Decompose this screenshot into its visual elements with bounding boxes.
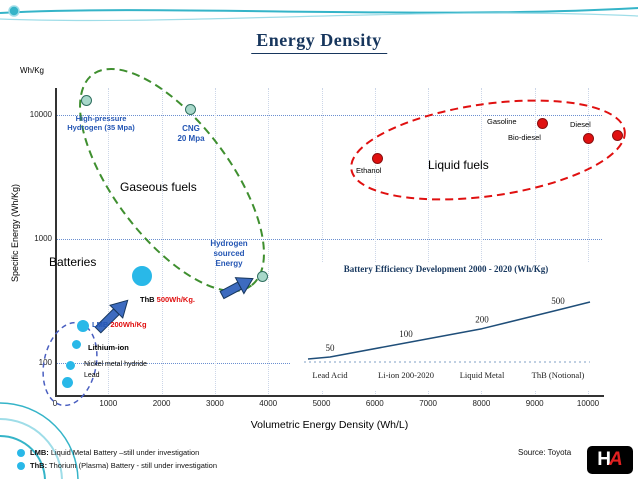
point-lithium-ion [71, 340, 81, 350]
label-thb: ThB 500Wh/Kg. [140, 295, 195, 304]
legend-dot-thb [17, 462, 25, 470]
x-tick-label: 6000 [365, 399, 384, 408]
label-lead: Lead [84, 372, 100, 379]
x-tick-label: 10000 [576, 399, 600, 408]
h-gridline [56, 115, 602, 116]
v-gridline [588, 88, 589, 396]
legend-lmb-desc: Liquid Metal Battery –still under invest… [48, 448, 200, 457]
point-bio-diesel [582, 132, 594, 144]
label-lmb: LMB 200Wh/Kg [92, 320, 147, 329]
top-wave-decoration [0, 5, 638, 22]
label-liquid-fuels: Liquid fuels [428, 158, 489, 172]
legend-thb: ThB: Thorium (Plasma) Battery - still un… [30, 461, 217, 470]
label-cng: CNG 20 Mpa [177, 124, 205, 143]
inset-category-label: Lead Acid [312, 370, 348, 380]
point-nickel-metal-hydride [65, 361, 75, 371]
label-gasoline: Gasoline [487, 117, 517, 126]
inset-line-chart: 50 100 200 500 Lead Acid Li-ion 200-2020 Liqui… [304, 296, 591, 380]
legend-thb-term: ThB: [30, 461, 48, 470]
lmb-value: 200Wh/Kg [110, 320, 147, 329]
x-axis-line [55, 395, 604, 397]
point-ethanol [371, 152, 383, 164]
inset-category-label: Liquid Metal [460, 370, 505, 380]
v-gridline [268, 88, 270, 396]
point-high-pressure-hydrogen-35-mpa [81, 95, 93, 107]
point-thb-500wh-kg [131, 266, 152, 287]
legend-dot-lmb [17, 449, 25, 457]
y-axis-title: Specific Energy (Wh/Kg) [10, 183, 20, 283]
label-lithium-ion: Lithium-ion [88, 343, 129, 352]
source-attribution: Source: Toyota [518, 448, 572, 457]
x-tick-label: 4000 [259, 399, 278, 408]
point-lead [61, 376, 73, 388]
point-lmb-200wh-kg [76, 319, 89, 332]
legend-thb-desc: Thorium (Plasma) Battery - still under i… [47, 461, 218, 470]
point-diesel [611, 130, 623, 142]
y-axis-line [55, 88, 57, 396]
label-high-pressure-hydrogen: High-pressure Hydrogen (35 Mpa) [67, 114, 135, 133]
inset-trend-line [307, 301, 591, 360]
inset-value-label: 500 [551, 296, 565, 306]
logo-letter-h: H [597, 449, 611, 470]
lmb-name: LMB [92, 320, 111, 329]
label-nickel-metal-hydride: Nickel metal hydride [84, 361, 148, 368]
x-axis-title: Volumetric Energy Density (Wh/L) [250, 419, 409, 431]
v-gridline [374, 88, 376, 396]
point-gasoline [537, 118, 549, 130]
page-title: Energy Density [251, 30, 387, 54]
h-gridline [56, 239, 602, 240]
v-gridline [534, 88, 536, 396]
swirl-dot-icon [8, 5, 20, 17]
v-gridline [481, 88, 483, 396]
legend-lmb-term: LMB: [30, 448, 49, 457]
y-axis-unit-label: Wh/Kg [20, 66, 45, 75]
inset-value-label: 100 [399, 329, 413, 339]
inset-battery-efficiency-chart: Battery Efficiency Development 2000 - 20… [290, 262, 602, 390]
legend-lmb: LMB: Liquid Metal Battery –still under i… [30, 448, 199, 457]
thb-name: ThB [140, 295, 157, 304]
point-hydrogen-sourced-energy [257, 270, 269, 282]
label-diesel: Diesel [570, 120, 591, 129]
label-bio-diesel: Bio-diesel [508, 133, 541, 142]
x-tick-label: 2000 [152, 399, 171, 408]
x-tick-label: 8000 [472, 399, 491, 408]
wave-line-1 [0, 7, 638, 14]
x-tick-label: 5000 [312, 399, 331, 408]
v-gridline [428, 88, 430, 396]
y-tick-label: 1000 [34, 234, 52, 243]
inset-category-label: Li-ion 200-2020 [378, 370, 434, 380]
inset-value-label: 200 [475, 315, 489, 325]
label-hydrogen-sourced-energy: Hydrogen sourced Energy [210, 239, 248, 268]
label-ethanol: Ethanol [356, 166, 382, 175]
inset-category-label: ThB (Notional) [532, 370, 585, 380]
x-tick-label: 3000 [205, 399, 224, 408]
x-tick-label: 7000 [419, 399, 437, 408]
thb-value: 500Wh/Kg. [156, 295, 196, 304]
v-gridline [321, 88, 323, 396]
inset-value-label: 50 [326, 343, 336, 353]
x-tick-label: 1000 [99, 399, 118, 408]
y-tick-label: 10000 [29, 110, 52, 119]
logo-letter-a: A [609, 449, 623, 470]
inset-chart-title: Battery Efficiency Development 2000 - 20… [343, 264, 549, 274]
label-gaseous-fuels: Gaseous fuels [120, 180, 197, 194]
label-batteries: Batteries [49, 255, 97, 269]
x-tick-label: 9000 [525, 399, 544, 408]
wave-line-2 [0, 12, 638, 22]
point-cng-20-mpa [185, 104, 197, 116]
